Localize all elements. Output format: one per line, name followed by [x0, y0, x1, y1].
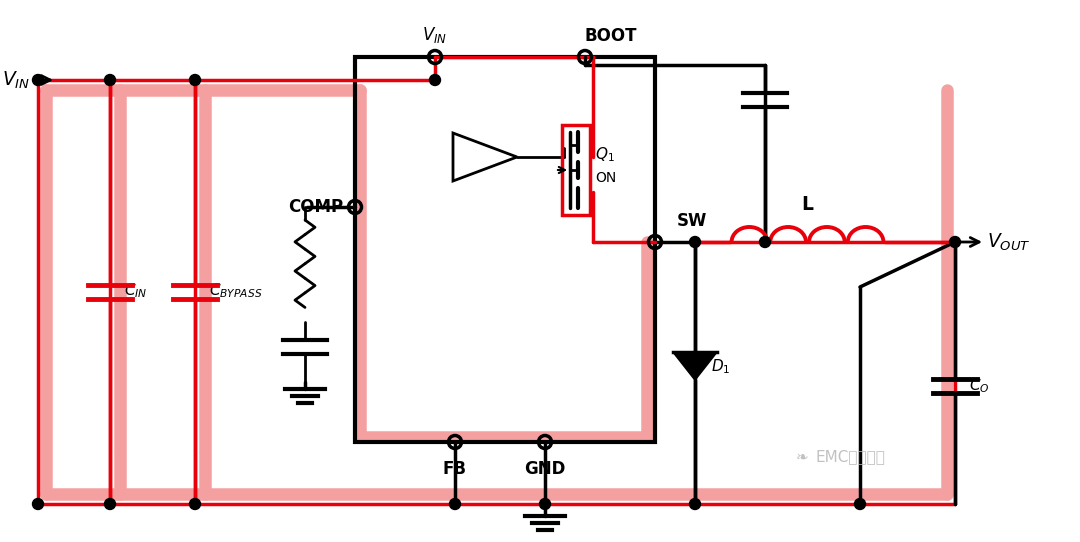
Bar — [355, 57, 654, 442]
Circle shape — [689, 499, 701, 509]
Text: $C_{IN}$: $C_{IN}$ — [124, 282, 148, 300]
Circle shape — [32, 499, 43, 509]
Circle shape — [430, 74, 441, 86]
Circle shape — [689, 236, 701, 248]
Text: GND: GND — [524, 460, 566, 478]
Circle shape — [540, 499, 551, 509]
Text: $V_{OUT}$: $V_{OUT}$ — [987, 231, 1030, 253]
Polygon shape — [673, 352, 717, 380]
Text: $C_O$: $C_O$ — [969, 377, 989, 396]
Circle shape — [105, 74, 116, 86]
Text: BOOT: BOOT — [585, 27, 637, 45]
Text: $V_{IN}$: $V_{IN}$ — [422, 25, 447, 45]
Circle shape — [32, 74, 43, 86]
Text: $V_{IN}$: $V_{IN}$ — [2, 69, 30, 91]
Text: SW: SW — [677, 212, 707, 230]
Text: $Q_1$: $Q_1$ — [595, 146, 615, 164]
Text: FB: FB — [443, 460, 467, 478]
Text: $D_1$: $D_1$ — [711, 357, 730, 376]
Circle shape — [105, 499, 116, 509]
Text: $C_{BYPASS}$: $C_{BYPASS}$ — [210, 282, 262, 300]
Text: EMC容冠电磁: EMC容冠电磁 — [815, 449, 885, 464]
Text: ON: ON — [595, 171, 617, 185]
Circle shape — [189, 499, 201, 509]
Text: L: L — [801, 195, 813, 214]
Polygon shape — [453, 133, 517, 181]
Circle shape — [759, 236, 770, 248]
Circle shape — [189, 74, 201, 86]
Circle shape — [949, 236, 960, 248]
Circle shape — [449, 499, 460, 509]
Text: ❧: ❧ — [796, 449, 808, 464]
Circle shape — [854, 499, 865, 509]
Bar — [562, 125, 590, 215]
Text: COMP: COMP — [288, 198, 343, 216]
